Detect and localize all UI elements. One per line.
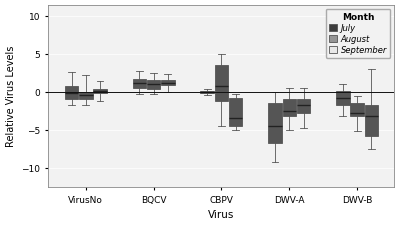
PathPatch shape [147, 81, 160, 89]
PathPatch shape [79, 92, 92, 100]
PathPatch shape [350, 104, 364, 117]
Y-axis label: Relative Virus Levels: Relative Virus Levels [6, 46, 16, 147]
PathPatch shape [229, 98, 242, 126]
Legend: July, August, September: July, August, September [326, 10, 390, 58]
PathPatch shape [297, 100, 310, 113]
PathPatch shape [282, 100, 296, 117]
PathPatch shape [364, 106, 378, 136]
PathPatch shape [200, 91, 214, 94]
PathPatch shape [268, 104, 282, 144]
PathPatch shape [132, 79, 146, 89]
PathPatch shape [93, 89, 107, 94]
X-axis label: Virus: Virus [208, 209, 235, 219]
PathPatch shape [215, 66, 228, 101]
PathPatch shape [161, 80, 175, 86]
PathPatch shape [65, 87, 78, 99]
PathPatch shape [336, 92, 350, 106]
